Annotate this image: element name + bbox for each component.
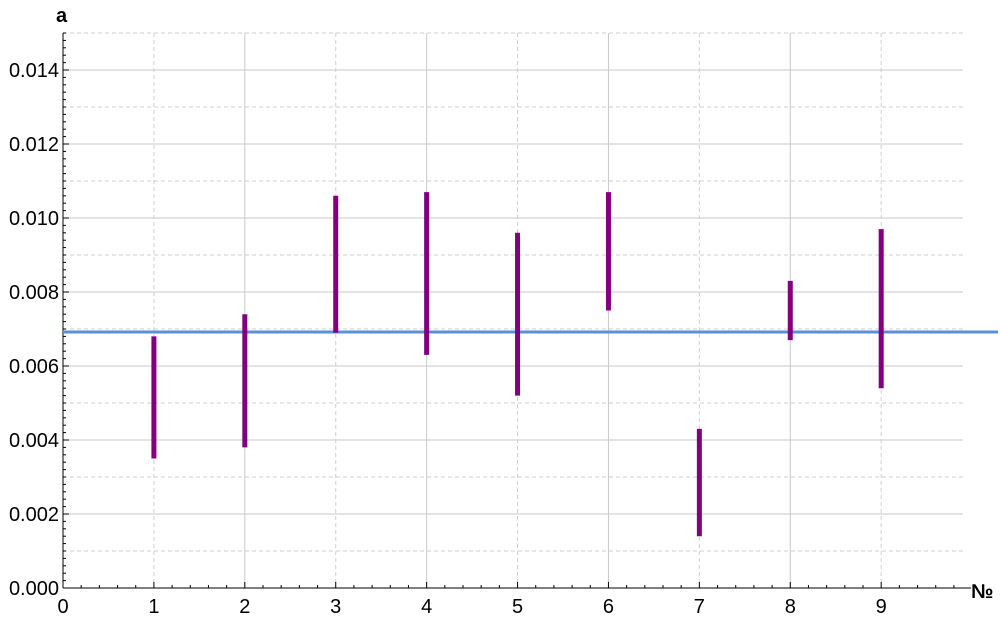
grid xyxy=(63,32,963,589)
y-tick-label: 0.000 xyxy=(9,578,59,600)
axes xyxy=(62,32,971,589)
x-tick-label: 3 xyxy=(330,596,341,618)
x-tick-label: 4 xyxy=(421,596,432,618)
x-tick-label: 6 xyxy=(603,596,614,618)
x-tick-label: 9 xyxy=(876,596,887,618)
y-tick-label: 0.008 xyxy=(9,282,59,304)
x-tick-label: 1 xyxy=(148,596,159,618)
x-axis-title: № xyxy=(971,581,993,603)
y-tick-label: 0.004 xyxy=(9,430,59,452)
tick-labels: 0.000 0.002 0.004 0.006 0.008 0.010 0.012 0.014… xyxy=(9,60,887,618)
y-tick-label: 0.014 xyxy=(9,60,59,82)
x-tick-label: 0 xyxy=(57,596,68,618)
y-tick-label: 0.010 xyxy=(9,208,59,230)
y-tick-label: 0.002 xyxy=(9,504,59,526)
x-tick-label: 5 xyxy=(512,596,523,618)
interval-bars xyxy=(151,192,884,537)
y-tick-label: 0.012 xyxy=(9,134,59,156)
x-tick-label: 2 xyxy=(239,596,250,618)
y-axis-title: a xyxy=(56,5,68,27)
x-tick-label: 8 xyxy=(785,596,796,618)
y-tick-label: 0.006 xyxy=(9,356,59,378)
x-tick-label: 7 xyxy=(694,596,705,618)
